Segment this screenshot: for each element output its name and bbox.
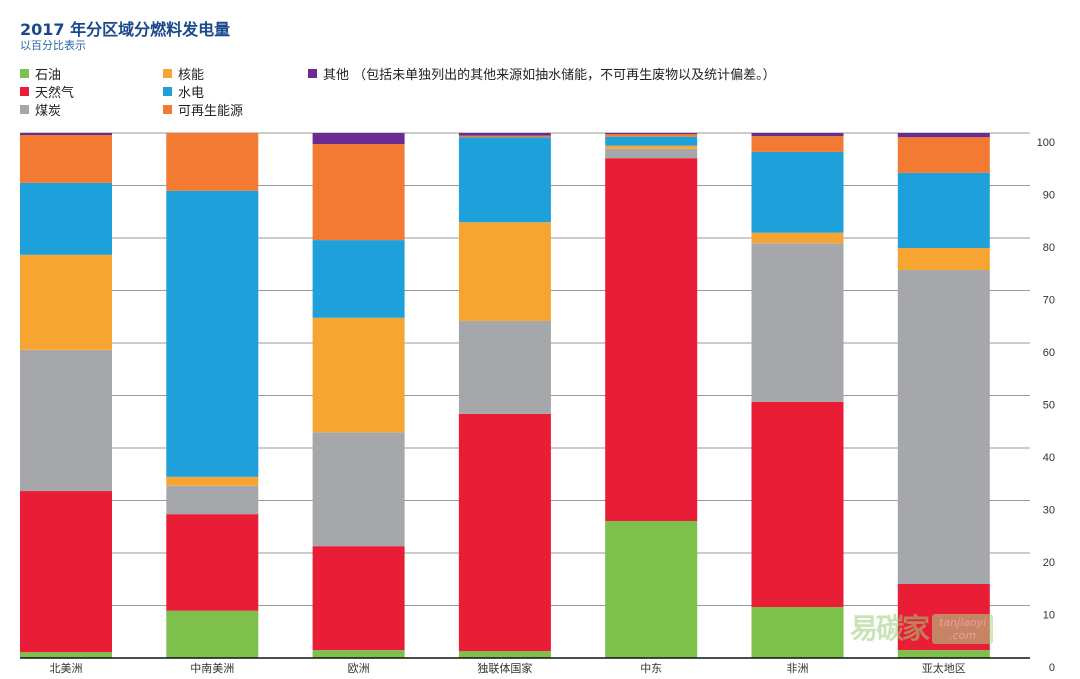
x-tick-label: 独联体国家 xyxy=(477,661,532,675)
y-tick-label: 40 xyxy=(1043,452,1055,464)
bar-segment-1-5 xyxy=(166,133,259,191)
bar-segment-2-2 xyxy=(312,432,405,547)
x-tick-label: 中东 xyxy=(640,662,662,675)
bar-segment-6-3 xyxy=(897,247,990,271)
bar-segment-3-2 xyxy=(458,320,551,414)
bar-segment-2-1 xyxy=(312,546,405,651)
bar-segment-5-2 xyxy=(751,243,844,402)
bar-segment-0-2 xyxy=(20,349,112,492)
y-tick-label: 80 xyxy=(1043,242,1055,254)
bar-segment-4-6 xyxy=(605,133,698,135)
bar-segment-6-0 xyxy=(897,650,990,658)
bar-segment-3-1 xyxy=(458,413,551,652)
bar-segment-3-3 xyxy=(458,222,551,321)
bar-segment-1-3 xyxy=(166,476,259,486)
bar-segment-0-1 xyxy=(20,491,112,653)
x-tick-label: 亚太地区 xyxy=(922,662,966,675)
legend-item: 石油 xyxy=(20,64,61,83)
bar-segment-5-4 xyxy=(751,151,844,233)
x-tick-label: 非洲 xyxy=(787,662,809,675)
bar-segment-3-5 xyxy=(458,135,551,138)
legend-label: 其他 （包括未单独列出的其他来源如抽水储能，不可再生废物以及统计偏差。） xyxy=(323,68,776,83)
legend-item: 天然气 xyxy=(20,82,74,101)
watermark-en1: tanjiaoyi xyxy=(939,616,987,629)
y-tick-label: 20 xyxy=(1043,557,1055,569)
legend-swatch xyxy=(163,105,172,114)
legend-item: 核能 xyxy=(163,64,204,83)
y-tick-label: 30 xyxy=(1043,505,1055,517)
bar-segment-5-1 xyxy=(751,401,844,608)
bar-segment-6-5 xyxy=(897,137,990,173)
bar-segment-1-0 xyxy=(166,610,259,658)
bar-segment-1-2 xyxy=(166,485,259,515)
bar-segment-4-1 xyxy=(605,158,698,521)
legend-label: 核能 xyxy=(178,68,205,83)
y-tick-label: 50 xyxy=(1043,400,1055,412)
bar-segment-3-4 xyxy=(458,137,551,223)
x-tick-label: 中南美洲 xyxy=(190,662,234,675)
y-tick-label: 100 xyxy=(1037,137,1055,149)
bar-segment-6-6 xyxy=(897,133,990,138)
legend-swatch xyxy=(163,69,172,78)
bar-segment-0-5 xyxy=(20,135,112,183)
bar-segment-4-4 xyxy=(605,136,698,146)
y-tick-label: 70 xyxy=(1043,295,1055,307)
bar-segment-5-6 xyxy=(751,133,844,137)
watermark-en: tanjiaoyi .com xyxy=(932,614,994,644)
legend-item: 水电 xyxy=(163,82,204,101)
bar-segment-4-0 xyxy=(605,520,698,658)
bar-segment-2-6 xyxy=(312,133,405,145)
bar-segment-3-6 xyxy=(458,133,551,136)
bar-segment-4-5 xyxy=(605,134,698,137)
bar-segment-4-3 xyxy=(605,145,698,149)
legend-swatch xyxy=(20,105,29,114)
bar-segment-2-5 xyxy=(312,144,405,241)
y-tick-label: 0 xyxy=(1049,662,1055,674)
watermark-en2: .com xyxy=(949,629,977,642)
bar-segment-2-3 xyxy=(312,317,405,433)
legend-swatch xyxy=(308,69,317,78)
bar-segment-4-2 xyxy=(605,148,698,159)
legend-label: 煤炭 xyxy=(35,104,62,119)
bar-segment-0-3 xyxy=(20,254,112,350)
bar-segment-0-6 xyxy=(20,133,112,136)
y-tick-label: 90 xyxy=(1043,190,1055,202)
bar-segment-0-0 xyxy=(20,652,112,658)
watermark-logo: 易碳家 tanjiaoyi .com xyxy=(850,612,994,646)
legend-swatch xyxy=(20,69,29,78)
y-tick-label: 60 xyxy=(1043,347,1055,359)
bar-segment-2-0 xyxy=(312,650,405,658)
bar-segment-1-4 xyxy=(166,190,259,477)
chart-title: 2017 年分区域分燃料发电量 xyxy=(20,20,231,39)
watermark-cn: 易碳家 xyxy=(850,612,930,645)
legend-item: 煤炭 xyxy=(20,100,61,119)
legend-label: 可再生能源 xyxy=(178,104,244,119)
x-tick-label: 欧洲 xyxy=(348,662,370,675)
legend-swatch xyxy=(20,87,29,96)
legend-label: 天然气 xyxy=(35,86,75,101)
legend-item: 其他 （包括未单独列出的其他来源如抽水储能，不可再生废物以及统计偏差。） xyxy=(308,64,776,83)
bar-segment-6-4 xyxy=(897,172,990,248)
bar-segment-0-4 xyxy=(20,182,112,255)
bar-segment-5-0 xyxy=(751,607,844,658)
legend-label: 水电 xyxy=(178,86,205,101)
legend-swatch xyxy=(163,87,172,96)
y-tick-label: 10 xyxy=(1043,610,1055,622)
bar-segment-3-0 xyxy=(458,651,551,658)
bar-segment-5-5 xyxy=(751,136,844,152)
bar-segment-1-1 xyxy=(166,514,259,611)
chart-subtitle: 以百分比表示 xyxy=(20,39,86,52)
bar-segment-6-2 xyxy=(897,270,990,584)
bar-segment-5-3 xyxy=(751,232,844,244)
bar-segment-2-4 xyxy=(312,240,405,318)
legend-item: 可再生能源 xyxy=(163,100,243,119)
legend-label: 石油 xyxy=(35,68,62,83)
x-tick-label: 北美洲 xyxy=(50,662,83,675)
